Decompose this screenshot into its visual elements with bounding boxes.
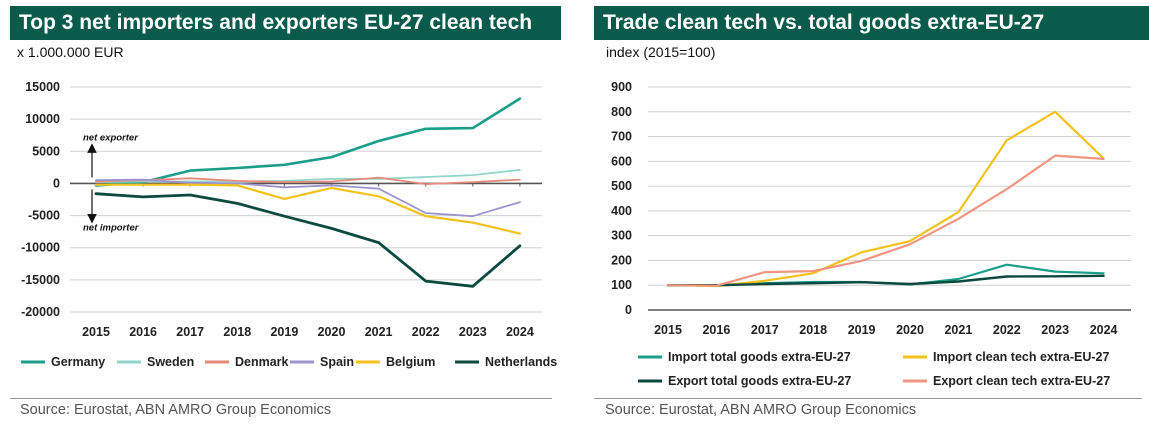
x-tick-label: 2021 [365, 325, 393, 339]
line-chart-trade-index: 900 800 700 600 500 400 300 200 100 0 2015 2016 2017… [611, 80, 1131, 388]
y-tick-label: 700 [611, 130, 632, 144]
x-tick-label: 2017 [176, 325, 204, 339]
y-tick-label: 900 [611, 80, 632, 94]
x-tick-label: 2018 [799, 323, 827, 337]
x-tick-label: 2016 [702, 323, 730, 337]
chart-panel-net-traders: Top 3 net importers and exporters EU-27 … [0, 0, 562, 425]
series-line [95, 178, 521, 218]
legend-label: Export total goods extra-EU-27 [668, 374, 851, 388]
y-tick-label: 300 [611, 229, 632, 243]
source-note: Source: Eurostat, ABN AMRO Group Economi… [605, 402, 917, 418]
legend-label: Netherlands [485, 355, 557, 369]
x-tick-label: 2015 [654, 323, 682, 337]
legend-label: Belgium [386, 355, 435, 369]
legend-label: Denmark [235, 355, 289, 369]
line-chart-net-traders: 15000 10000 5000 0 -5000 -10000 -15000 -20000 20… [21, 80, 557, 369]
y-tick-label: 400 [611, 204, 632, 218]
y-tick-label: 500 [611, 179, 632, 193]
annotation-net-importer: net importer [83, 222, 140, 233]
legend-label: Germany [51, 355, 105, 369]
y-tick-label: -5000 [28, 209, 60, 223]
x-tick-label: 2018 [223, 325, 251, 339]
legend-label: Sweden [147, 355, 194, 369]
legend-label: Export clean tech extra-EU-27 [933, 374, 1110, 388]
series-line [95, 176, 521, 186]
x-tick-label: 2019 [848, 323, 876, 337]
legend-label: Import total goods extra-EU-27 [668, 350, 851, 364]
series-line [94, 97, 522, 187]
x-tick-label: 2021 [944, 323, 972, 337]
x-tick-label: 2016 [129, 325, 157, 339]
series-line [94, 183, 522, 235]
series-line [666, 110, 1105, 288]
chart-panel-trade-index: Trade clean tech vs. total goods extra-E… [586, 0, 1149, 425]
chart-title: Top 3 net importers and exporters EU-27 … [10, 6, 561, 40]
y-axis-unit: index (2015=100) [606, 44, 716, 60]
y-tick-label: 0 [625, 303, 632, 317]
x-tick-label: 2020 [318, 325, 346, 339]
x-tick-label: 2020 [896, 323, 924, 337]
source-divider [594, 398, 1142, 399]
x-tick-label: 2023 [459, 325, 487, 339]
y-tick-label: -10000 [21, 241, 60, 255]
source-divider [10, 398, 552, 399]
chart-title: Trade clean tech vs. total goods extra-E… [594, 6, 1149, 40]
annotation-net-exporter: net exporter [83, 132, 139, 143]
x-tick-label: 2023 [1041, 323, 1069, 337]
y-tick-label: -15000 [21, 273, 60, 287]
y-tick-label: 10000 [25, 112, 60, 126]
y-tick-label: 5000 [32, 144, 60, 158]
x-tick-label: 2024 [1090, 323, 1118, 337]
y-tick-label: 200 [611, 253, 632, 267]
series-line [666, 274, 1105, 287]
y-tick-label: -20000 [21, 305, 60, 319]
x-tick-label: 2022 [993, 323, 1021, 337]
y-tick-label: 800 [611, 105, 632, 119]
legend-label: Spain [320, 355, 354, 369]
y-tick-label: 600 [611, 154, 632, 168]
x-tick-label: 2024 [506, 325, 534, 339]
y-tick-label: 100 [611, 278, 632, 292]
x-tick-label: 2015 [82, 325, 110, 339]
series-line [666, 154, 1105, 287]
x-tick-label: 2017 [751, 323, 779, 337]
y-axis-unit: x 1.000.000 EUR [17, 44, 124, 60]
x-tick-label: 2022 [412, 325, 440, 339]
series-line [94, 192, 522, 288]
x-tick-label: 2019 [270, 325, 298, 339]
y-tick-label: 15000 [25, 80, 60, 94]
legend-label: Import clean tech extra-EU-27 [933, 350, 1109, 364]
y-tick-label: 0 [53, 176, 60, 190]
source-note: Source: Eurostat, ABN AMRO Group Economi… [20, 402, 332, 418]
